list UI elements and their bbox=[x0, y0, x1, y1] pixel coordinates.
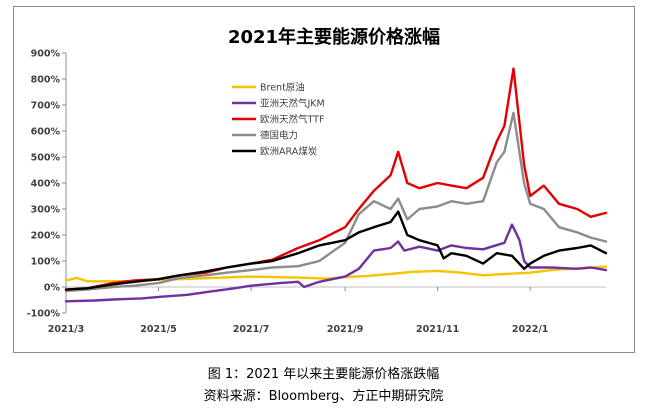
y-tick-label: 0% bbox=[44, 283, 61, 294]
figure-caption: 图 1：2021 年以来主要能源价格涨跌幅 资料来源：Bloomberg、方正中… bbox=[0, 364, 647, 408]
legend-label: 亚洲天然气JKM bbox=[260, 98, 325, 110]
x-tick-label: 2021/5 bbox=[140, 324, 177, 335]
series-line bbox=[64, 210, 608, 291]
y-tick-label: 600% bbox=[31, 127, 61, 138]
series-line bbox=[64, 111, 608, 293]
y-tick-label: 200% bbox=[31, 231, 61, 242]
series-lines bbox=[64, 67, 608, 303]
x-tick-label: 2022/1 bbox=[512, 324, 549, 335]
x-tick-label: 2021/7 bbox=[233, 324, 270, 335]
chart: 2021年主要能源价格涨幅 -100% 0% 100% 200% 300% 400% 500… bbox=[27, 26, 608, 335]
legend-label: 欧洲天然气TTF bbox=[260, 114, 324, 126]
y-tick-label: 800% bbox=[31, 75, 61, 86]
y-tick-label: 500% bbox=[31, 153, 61, 164]
y-tick-label: -100% bbox=[27, 309, 61, 320]
x-tick-label: 2021/9 bbox=[327, 324, 364, 335]
x-tick-label: 2021/11 bbox=[416, 324, 459, 335]
y-tick-label: 700% bbox=[31, 101, 61, 112]
legend-label: 德国电力 bbox=[260, 130, 298, 142]
caption-title: 图 1：2021 年以来主要能源价格涨跌幅 bbox=[207, 367, 440, 382]
legend-label: Brent原油 bbox=[260, 82, 305, 94]
y-tick-label: 900% bbox=[31, 49, 61, 60]
y-tick-label: 400% bbox=[31, 179, 61, 190]
series-line bbox=[64, 67, 608, 291]
x-tick-labels: 2021/3 2021/5 2021/7 2021/9 2021/11 2022/1 bbox=[48, 324, 549, 335]
caption-source: 资料来源：Bloomberg、方正中期研究院 bbox=[203, 389, 444, 404]
x-tick-label: 2021/3 bbox=[48, 324, 85, 335]
chart-frame: 2021年主要能源价格涨幅 -100% 0% 100% 200% 300% 400% 500… bbox=[13, 6, 635, 353]
chart-title: 2021年主要能源价格涨幅 bbox=[228, 26, 440, 48]
legend-label: 欧洲ARA煤炭 bbox=[260, 146, 318, 158]
y-tick-labels: -100% 0% 100% 200% 300% 400% 500% 600% 700% 800% 9… bbox=[27, 49, 61, 320]
series-line bbox=[64, 223, 608, 303]
y-tick-label: 100% bbox=[31, 257, 61, 268]
y-tick-label: 300% bbox=[31, 205, 61, 216]
